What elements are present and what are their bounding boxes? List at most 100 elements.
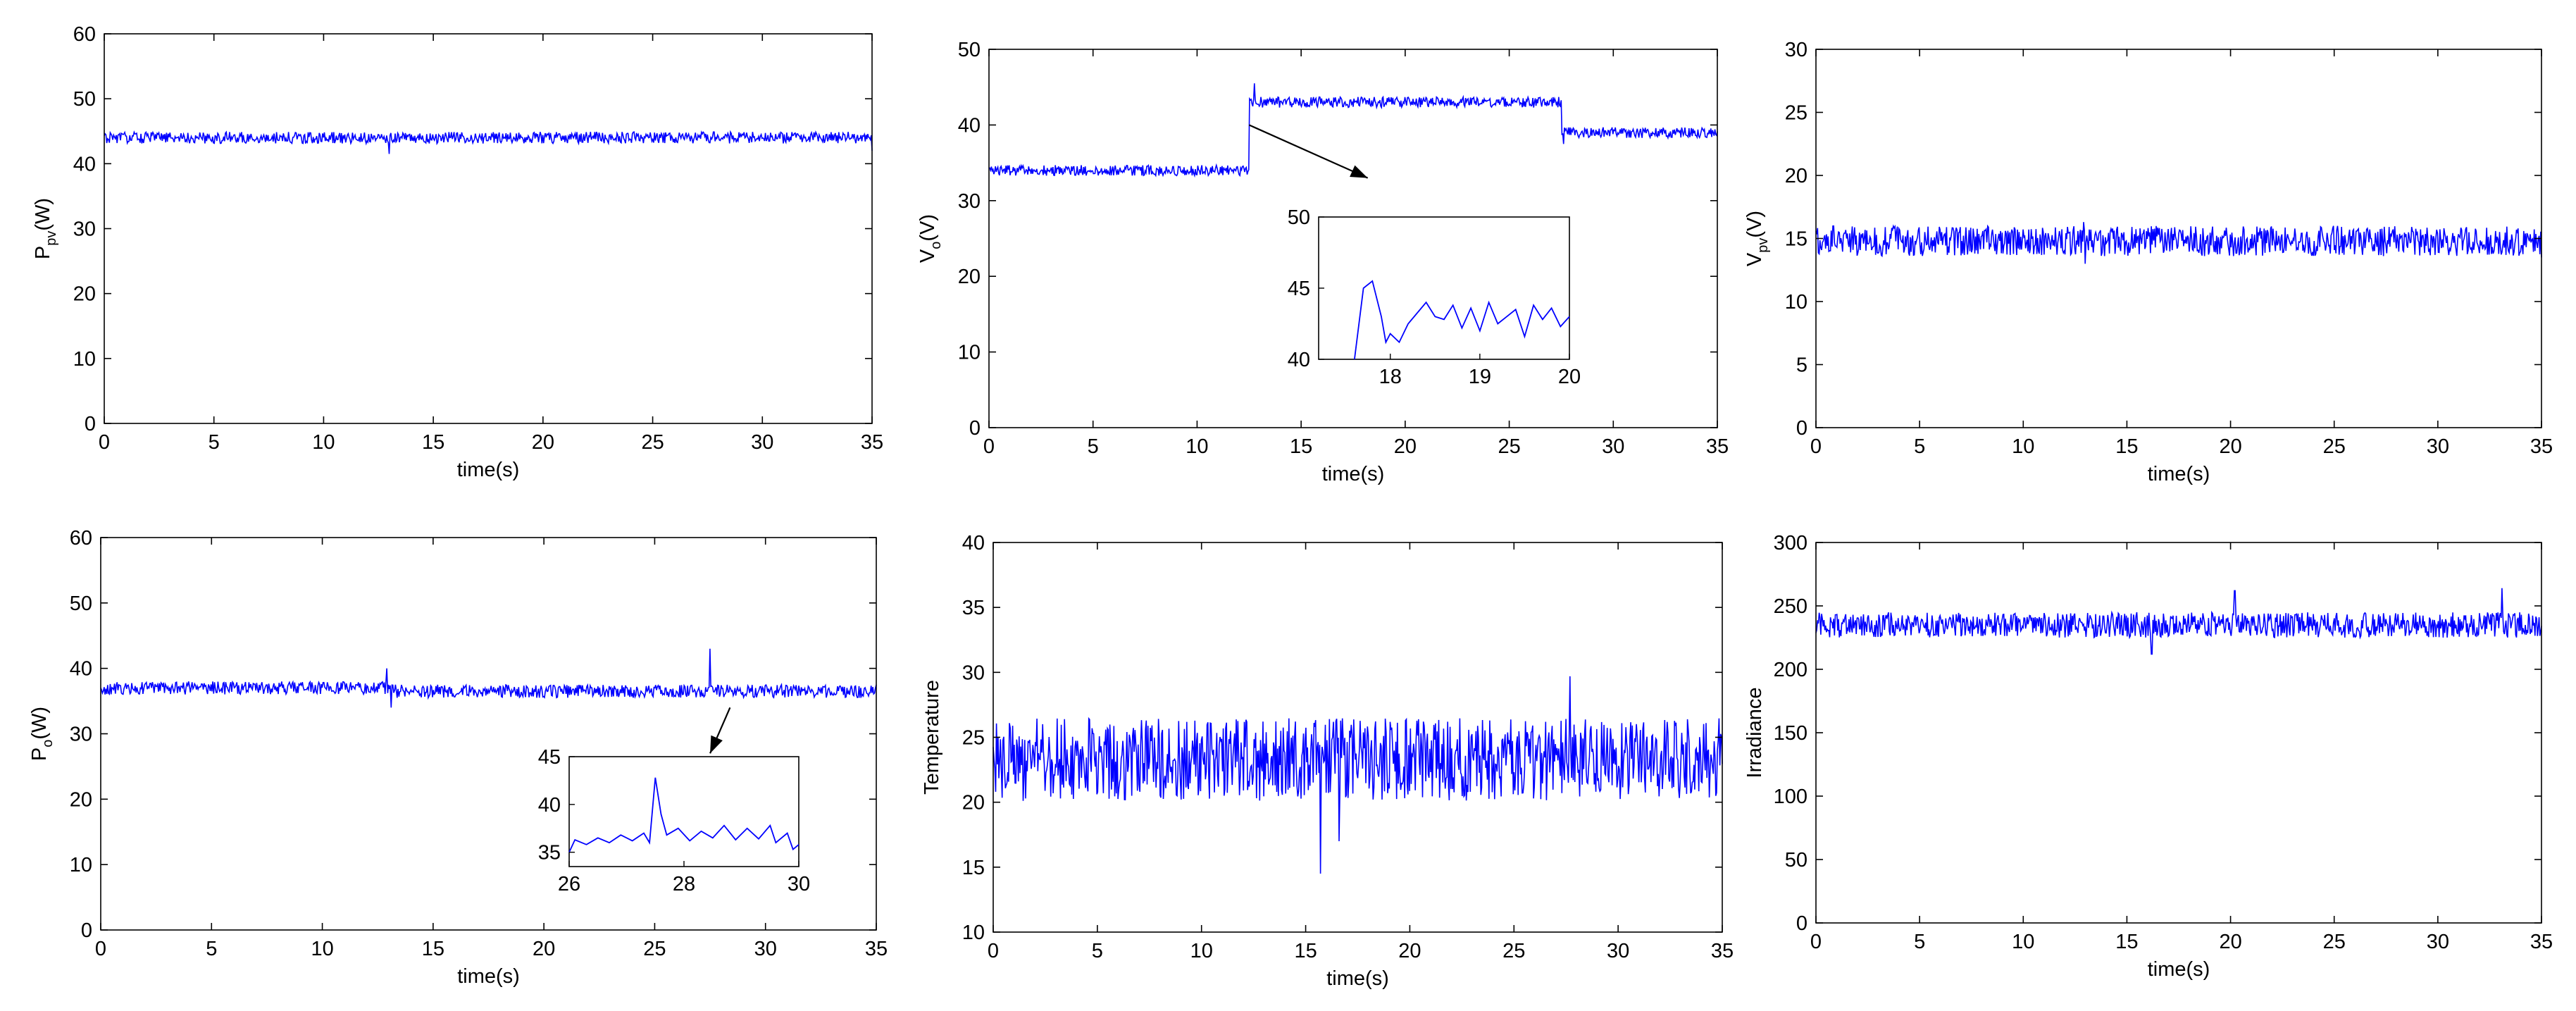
- y-tick-label: 20: [70, 788, 92, 811]
- series-line-vpv: [1815, 222, 2542, 264]
- y-tick-label: 50: [70, 593, 92, 615]
- y-tick-label: 30: [73, 218, 96, 241]
- inset-vo: 18 19 20 40 45 50: [1248, 124, 1581, 388]
- inset-y-tick-label: 45: [1288, 278, 1310, 300]
- y-tick-label: 30: [1785, 39, 1807, 61]
- x-tick-label: 0: [983, 435, 995, 458]
- x-tick-label: 15: [2115, 435, 2138, 458]
- series-line-po: [100, 648, 877, 708]
- inset-y-tick-label: 40: [1288, 349, 1310, 371]
- x-tick-label: 10: [1190, 940, 1213, 962]
- series-line-temp: [993, 676, 1723, 874]
- x-tick-label: 20: [1398, 940, 1421, 962]
- x-tick-label: 5: [209, 431, 220, 454]
- inset-y-tick-label: 45: [538, 746, 561, 769]
- chart-temp: 0 5 10 15 20 25 30 35 10 15 20 25 30 35 40 time(s) Tempe…: [921, 532, 1734, 990]
- x-axis-label: time(s): [457, 965, 520, 988]
- y-axis-label: Ppv(W): [32, 198, 59, 259]
- inset-x-tick-label: 28: [673, 873, 695, 895]
- y-tick-label: 10: [73, 348, 96, 371]
- y-tick-label: 10: [958, 342, 981, 364]
- x-axis-label: time(s): [1326, 967, 1389, 990]
- x-tick-label: 30: [1607, 940, 1629, 962]
- x-tick-label: 10: [2012, 435, 2034, 458]
- x-tick-label: 20: [1394, 435, 1417, 458]
- x-tick-label: 30: [754, 938, 777, 960]
- y-tick-label: 40: [962, 532, 985, 554]
- x-tick-label: 0: [1810, 435, 1822, 458]
- y-tick-label: 50: [1785, 849, 1807, 872]
- x-tick-label: 35: [2530, 931, 2553, 953]
- x-tick-label: 15: [422, 431, 444, 454]
- x-tick-label: 20: [532, 431, 554, 454]
- arrow-head-vo: [1350, 165, 1368, 178]
- x-tick-label: 0: [99, 431, 110, 454]
- inset-y-tick-label: 35: [538, 842, 561, 864]
- x-axis-label: time(s): [457, 459, 520, 481]
- inset-x-tick-label: 26: [558, 873, 580, 895]
- y-tick-label: 250: [1774, 595, 1807, 618]
- x-tick-label: 20: [2219, 435, 2241, 458]
- arrow-head-po: [710, 735, 723, 754]
- y-tick-label: 60: [70, 527, 92, 550]
- x-tick-label: 30: [2427, 931, 2449, 953]
- y-tick-label: 25: [1785, 102, 1807, 125]
- x-tick-label: 35: [1711, 940, 1734, 962]
- x-tick-label: 35: [861, 431, 883, 454]
- chart-po: 0 5 10 15 20 25 30 35 0 10 20 30 40 50 60 time(s) Po(W) 2…: [28, 527, 888, 988]
- y-tick-label: 150: [1774, 722, 1807, 745]
- y-tick-label: 15: [1785, 228, 1807, 251]
- x-tick-label: 35: [1706, 435, 1729, 458]
- y-tick-label: 50: [958, 39, 981, 61]
- x-tick-label: 30: [751, 431, 773, 454]
- inset-x-tick-label: 20: [1558, 366, 1581, 388]
- y-tick-label: 10: [1785, 291, 1807, 314]
- x-tick-label: 0: [988, 940, 999, 962]
- y-tick-label: 35: [962, 597, 985, 619]
- x-tick-label: 25: [643, 938, 666, 960]
- x-tick-label: 5: [1088, 435, 1099, 458]
- x-tick-label: 15: [1294, 940, 1317, 962]
- arrow-vo: [1248, 124, 1369, 179]
- x-tick-label: 10: [312, 431, 335, 454]
- y-tick-label: 30: [958, 190, 981, 213]
- series-line-vo: [988, 83, 1718, 178]
- x-axis-label: time(s): [2148, 463, 2210, 485]
- y-tick-label: 200: [1774, 659, 1807, 681]
- y-tick-label: 100: [1774, 786, 1807, 808]
- y-tick-label: 5: [1796, 354, 1807, 377]
- inset-po: 26 28 30 35 40 45: [538, 707, 810, 895]
- y-tick-label: 300: [1774, 532, 1807, 554]
- x-tick-label: 25: [641, 431, 664, 454]
- y-tick-label: 25: [962, 727, 985, 750]
- chart-ppv: 0 5 10 15 20 25 30 35 0 10 20 30 40 50 60 time(s) Ppv(W): [32, 23, 883, 481]
- x-tick-label: 15: [1290, 435, 1312, 458]
- x-tick-label: 10: [311, 938, 333, 960]
- inset-y-tick-label: 50: [1288, 206, 1310, 229]
- chart-irr: 0 5 10 15 20 25 30 35 0 50 100 150 200 250 300 time(s) I…: [1743, 532, 2553, 981]
- x-tick-label: 15: [2115, 931, 2138, 953]
- inset-series-line: [1354, 280, 1570, 360]
- y-tick-label: 15: [962, 857, 985, 879]
- x-tick-label: 35: [865, 938, 888, 960]
- y-axis-label: Vpv(V): [1743, 211, 1771, 266]
- inset-box: [1318, 216, 1570, 360]
- series-line-irr: [1815, 588, 2542, 655]
- y-tick-label: 30: [70, 724, 92, 746]
- x-tick-label: 25: [1502, 940, 1525, 962]
- x-tick-label: 30: [2427, 435, 2449, 458]
- chart-vpv: 0 5 10 15 20 25 30 35 0 5 10 15 20 25 30 time(s) Vpv(V): [1743, 39, 2553, 485]
- x-tick-label: 5: [206, 938, 217, 960]
- inset-x-tick-label: 19: [1469, 366, 1491, 388]
- x-tick-label: 15: [422, 938, 444, 960]
- inset-y-tick-label: 40: [538, 794, 561, 817]
- x-tick-label: 25: [2323, 931, 2346, 953]
- x-tick-label: 20: [533, 938, 555, 960]
- x-tick-label: 10: [2012, 931, 2034, 953]
- y-tick-label: 40: [73, 153, 96, 175]
- x-tick-label: 25: [2323, 435, 2346, 458]
- inset-x-tick-label: 18: [1379, 366, 1402, 388]
